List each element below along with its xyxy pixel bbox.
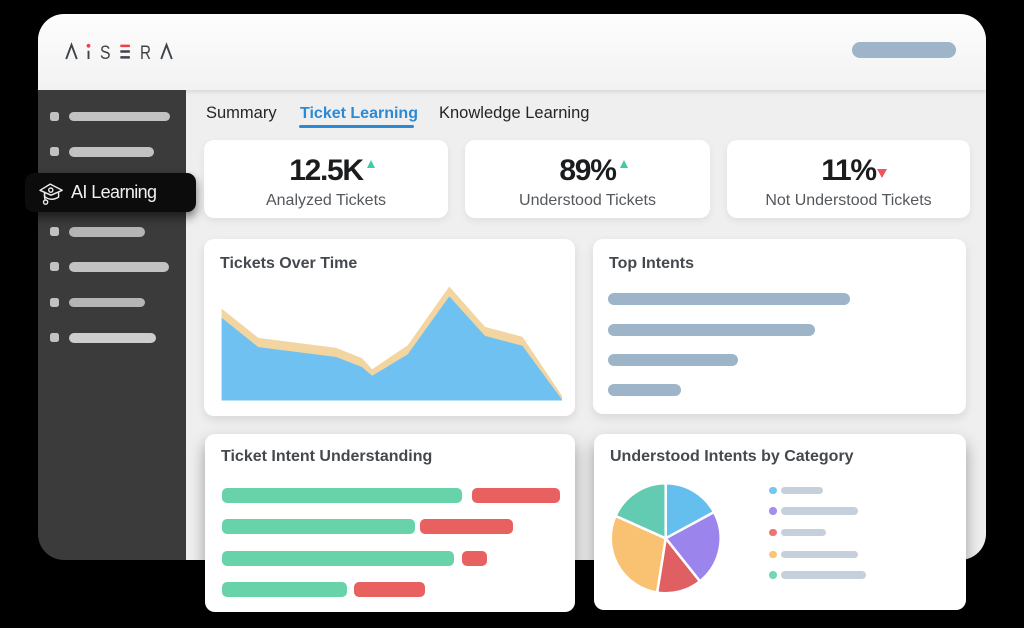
svg-text:R: R [140,42,151,64]
svg-text:S: S [100,42,111,64]
